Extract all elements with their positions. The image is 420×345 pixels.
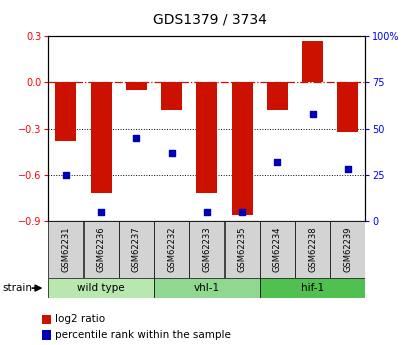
- Bar: [126, 82, 147, 90]
- Text: strain: strain: [2, 283, 32, 293]
- Bar: [154, 221, 189, 278]
- Bar: [302, 41, 323, 82]
- Point: [274, 159, 281, 165]
- Point: [344, 166, 351, 172]
- Point: [203, 209, 210, 214]
- Point: [309, 111, 316, 117]
- Bar: [267, 82, 288, 110]
- Text: GSM62235: GSM62235: [238, 227, 247, 272]
- Text: GDS1379 / 3734: GDS1379 / 3734: [153, 12, 267, 26]
- Text: GSM62234: GSM62234: [273, 227, 282, 272]
- Text: GSM62237: GSM62237: [132, 226, 141, 272]
- Bar: [48, 278, 154, 298]
- Text: vhl-1: vhl-1: [194, 283, 220, 293]
- Bar: [196, 82, 218, 193]
- Text: GSM62239: GSM62239: [343, 227, 352, 272]
- Bar: [231, 82, 253, 215]
- Bar: [161, 82, 182, 110]
- Bar: [225, 221, 260, 278]
- Point: [63, 172, 69, 177]
- Text: log2 ratio: log2 ratio: [55, 315, 105, 324]
- Point: [239, 209, 245, 214]
- Text: GSM62231: GSM62231: [61, 227, 71, 272]
- Text: wild type: wild type: [77, 283, 125, 293]
- Point: [98, 209, 105, 214]
- Bar: [48, 221, 83, 278]
- Text: GSM62232: GSM62232: [167, 227, 176, 272]
- Text: GSM62233: GSM62233: [202, 226, 211, 272]
- Bar: [91, 82, 112, 193]
- Bar: [295, 221, 330, 278]
- Bar: [84, 221, 118, 278]
- Bar: [154, 278, 260, 298]
- Bar: [337, 82, 358, 131]
- Text: hif-1: hif-1: [301, 283, 324, 293]
- Bar: [260, 278, 365, 298]
- Text: GSM62238: GSM62238: [308, 226, 317, 272]
- Bar: [189, 221, 224, 278]
- Bar: [260, 221, 295, 278]
- Bar: [331, 221, 365, 278]
- Text: percentile rank within the sample: percentile rank within the sample: [55, 330, 231, 340]
- Text: GSM62236: GSM62236: [97, 226, 106, 272]
- Point: [133, 135, 140, 140]
- Bar: [55, 82, 76, 141]
- Bar: [119, 221, 154, 278]
- Point: [168, 150, 175, 155]
